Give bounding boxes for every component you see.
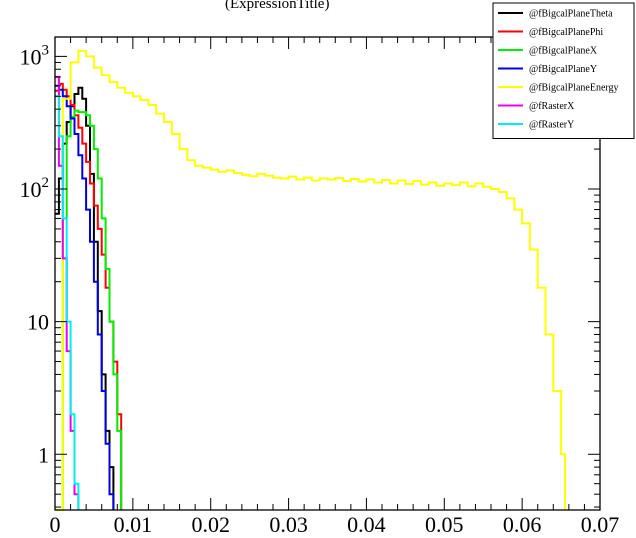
series-line-frasterx — [55, 75, 80, 510]
series-line-fbigcalplaneenergy — [55, 49, 566, 511]
legend-label: @fBigcalPlanePhi — [529, 27, 603, 38]
y-tick-label: 10 — [27, 310, 49, 335]
x-tick-label: 0.06 — [503, 512, 542, 537]
chart-title: (ExpressionTitle) — [225, 0, 329, 12]
legend-label: @fBigcalPlaneY — [529, 64, 597, 75]
legend-box — [492, 2, 635, 139]
x-tick-label: 0.05 — [425, 512, 464, 537]
y-tick-label: 102 — [20, 175, 50, 202]
legend-label: @fBigcalPlaneTheta — [529, 9, 613, 20]
legend-label: @fRasterY — [529, 120, 574, 131]
legend-label: @fBigcalPlaneEnergy — [529, 83, 619, 94]
legend-label: @fBigcalPlaneX — [529, 46, 598, 57]
x-tick-label: 0 — [50, 512, 61, 537]
series-line-fbigcalplaney — [55, 84, 115, 510]
x-tick-label: 0.02 — [191, 512, 230, 537]
x-tick-label: 0.01 — [114, 512, 153, 537]
x-tick-label: 0.04 — [347, 512, 386, 537]
plot-frame — [54, 36, 601, 511]
y-tick-label: 1 — [38, 442, 49, 467]
x-tick-labels: 0 0.01 0.02 0.03 0.04 0.05 0.06 0.07 — [50, 512, 620, 537]
series-line-fbigcalplanex — [58, 109, 123, 511]
legend: @fBigcalPlaneTheta @fBigcalPlanePhi @fBigc… — [492, 2, 635, 139]
legend-label: @fRasterX — [529, 101, 575, 112]
series-layer — [55, 49, 566, 511]
y-tick-labels: 1 10 102 103 — [20, 42, 50, 467]
x-tick-label: 0.07 — [581, 512, 620, 537]
x-tick-label: 0.03 — [269, 512, 308, 537]
y-tick-label: 103 — [20, 42, 50, 69]
